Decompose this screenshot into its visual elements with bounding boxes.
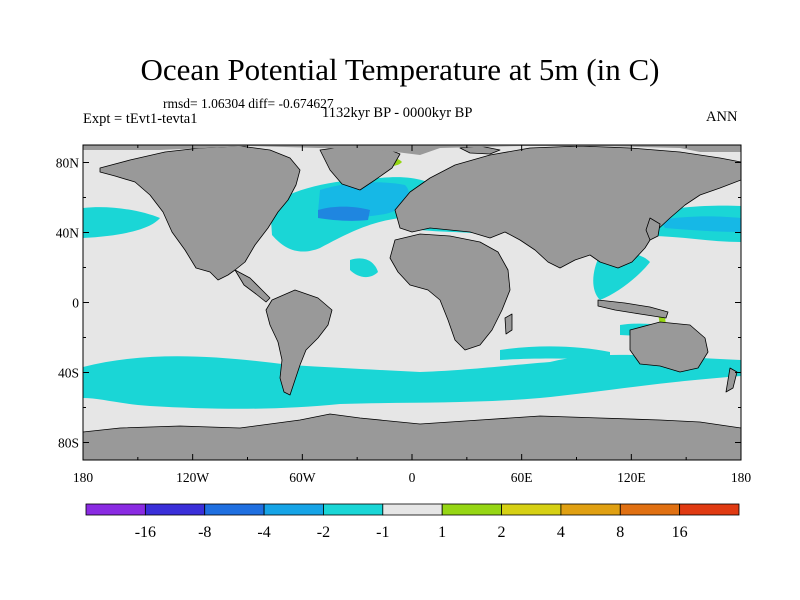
- colorbar-label: -4: [257, 524, 270, 541]
- colorbar-swatch: [204, 503, 265, 516]
- colorbar-label: 1: [438, 524, 446, 541]
- colorbar-swatch: [501, 503, 562, 516]
- colorbar-swatch: [323, 503, 384, 516]
- southern-ocean-cool-anomaly: [83, 354, 741, 409]
- x-tick-label: 120E: [617, 470, 646, 485]
- colorbar-label: -8: [198, 524, 211, 541]
- plot-title: Ocean Potential Temperature at 5m (in C): [140, 52, 660, 87]
- x-tick-label: 0: [409, 470, 416, 485]
- x-tick-label: 60E: [511, 470, 533, 485]
- land-layer: [83, 145, 741, 460]
- north-pacific-stronger-anomaly: [660, 216, 741, 232]
- colorbar-swatch: [85, 503, 146, 516]
- continent-south-america: [265, 289, 333, 396]
- x-tick-label: 180: [731, 470, 752, 485]
- indian-ocean-cool-anomaly: [500, 346, 610, 360]
- colorbar-swatch: [679, 503, 740, 516]
- continent-central-america: [234, 269, 271, 303]
- colorbar-label: 2: [498, 524, 506, 541]
- islands-indonesia: [597, 299, 669, 319]
- continent-north-america: [99, 145, 301, 281]
- continent-africa: [389, 233, 511, 351]
- colorbar-swatch: [619, 503, 681, 516]
- colorbar: -16 -8 -4 -2 -1 1 2 4 8 16: [85, 503, 740, 541]
- colorbar-label: 8: [616, 524, 624, 541]
- map-axes: 180 120W 60W 0 60E 120E 180 80N 40N 0 40S 80S: [56, 145, 752, 485]
- x-tick-label: 180: [73, 470, 94, 485]
- north-pacific-cool-anomaly-east: [83, 207, 160, 238]
- y-tick-label: 40S: [58, 366, 79, 381]
- y-tick-label: 80S: [58, 436, 79, 451]
- colorbar-swatch: [144, 503, 206, 516]
- experiment-label: Expt = tEvt1-tevta1: [83, 111, 198, 127]
- island-new-zealand: [725, 367, 738, 393]
- colorbar-label: -1: [376, 524, 389, 541]
- colorbar-swatch: [560, 503, 621, 516]
- x-tick-label: 120W: [176, 470, 209, 485]
- y-tick-label: 40N: [56, 226, 80, 241]
- colorbar-swatch: [441, 503, 502, 516]
- x-tick-label: 60W: [289, 470, 316, 485]
- colorbar-swatch: [263, 503, 324, 516]
- tropical-atlantic-anomaly: [350, 258, 378, 278]
- y-tick-label: 80N: [56, 156, 80, 171]
- colorbar-label: 16: [672, 524, 688, 541]
- north-atlantic-strong-anomaly: [318, 206, 370, 221]
- island-japan: [645, 217, 661, 241]
- island-madagascar: [504, 313, 513, 335]
- y-tick-label: 0: [72, 296, 79, 311]
- stats-text: rmsd= 1.06304 diff= -0.674627: [163, 96, 334, 111]
- period-label: 1132kyr BP - 0000kyr BP: [322, 105, 473, 121]
- colorbar-label: -16: [135, 524, 156, 541]
- colorbar-swatch: [382, 503, 443, 516]
- continent-australia: [629, 321, 709, 373]
- colorbar-label: -2: [317, 524, 330, 541]
- season-label: ANN: [706, 109, 738, 125]
- colorbar-label: 4: [557, 524, 565, 541]
- continent-eurasia: [394, 145, 741, 269]
- continent-antarctica: [83, 413, 741, 460]
